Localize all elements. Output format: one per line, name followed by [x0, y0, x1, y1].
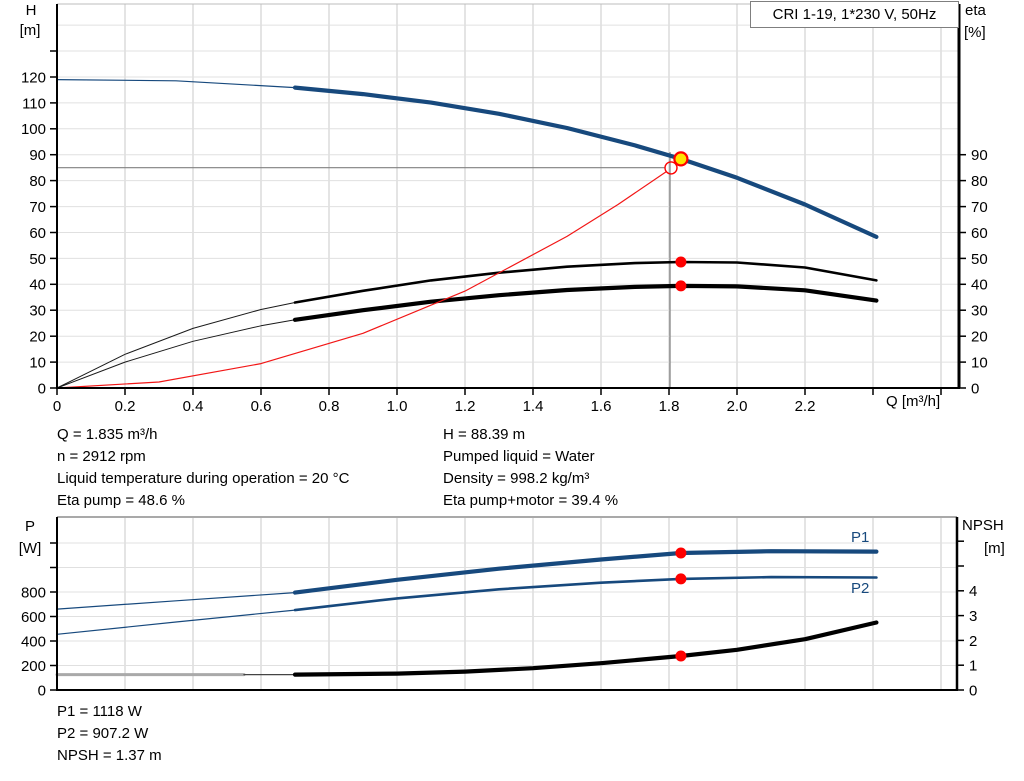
info-density: Density = 998.2 kg/m³: [443, 470, 590, 487]
p2-curve-label: P2: [851, 580, 870, 597]
hq-eta-chart: 0 10 20 30 40 50 60 70 80 90 100 110 120 0 10 20 30 40 50 6…: [21, 3, 988, 415]
tick-label: 80: [29, 173, 46, 190]
tick-label: 1.2: [455, 398, 476, 415]
info-eta-pump: Eta pump = 48.6 %: [57, 492, 185, 509]
tick-label: 800: [21, 584, 46, 601]
tick-label: 3: [969, 608, 977, 625]
system-curve: [56, 171, 667, 389]
tick-label: 0: [38, 682, 46, 699]
tick-label: 120: [21, 69, 46, 86]
info-p1: P1 = 1118 W: [57, 703, 142, 720]
info-p2: P2 = 907.2 W: [57, 725, 149, 742]
tick-label: 60: [29, 225, 46, 242]
info-liquid-temp: Liquid temperature during operation = 20…: [57, 470, 350, 487]
tick-label: 90: [29, 147, 46, 164]
tick-label: 0: [53, 398, 61, 415]
tick-label: 1.6: [591, 398, 612, 415]
power-npsh-chart: 0 200 400 600 800 0 1 2 3 4: [21, 516, 977, 699]
p2-curve-thin: [56, 609, 296, 635]
eta-pump-curve-thin: [56, 302, 296, 389]
tick-label: 0.4: [183, 398, 204, 415]
tick-label: 400: [21, 633, 46, 650]
npsh-point-marker: [675, 650, 687, 662]
tick-label: 40: [29, 277, 46, 294]
tick-label: 1.8: [659, 398, 680, 415]
p1-curve-thin: [56, 591, 296, 610]
pump-title: CRI 1-19, 1*230 V, 50Hz: [772, 6, 937, 23]
p2-curve: [293, 575, 878, 612]
tick-label: 0.2: [115, 398, 136, 415]
tick-label: 1: [969, 658, 977, 675]
eta-pump-motor-curve-thin: [56, 319, 296, 389]
tick-label: 200: [21, 658, 46, 675]
tick-label: 50: [29, 251, 46, 268]
eta-pump-curve: [293, 260, 878, 304]
p1-curve-label: P1: [851, 529, 870, 546]
duty-info-left: Q = 1.835 m³/h n = 2912 rpm Liquid tempe…: [57, 424, 349, 512]
tick-label: 80: [971, 173, 988, 190]
tick-label: 10: [29, 355, 46, 372]
p1-curve: [292, 549, 879, 595]
requested-duty-point-marker: [664, 161, 678, 175]
info-head: H = 88.39 m: [443, 426, 526, 443]
tick-label: 0.6: [251, 398, 272, 415]
tick-label: 0.8: [319, 398, 340, 415]
gridlines: [57, 4, 959, 388]
tick-label: 0: [969, 682, 977, 699]
tick-label: 70: [971, 199, 988, 216]
eta-pump-point-marker: [675, 256, 687, 268]
gridlines: [57, 517, 957, 690]
tick-label: 2.2: [795, 398, 816, 415]
npsh-axis-unit: [m]: [984, 540, 1005, 557]
tick-label: 100: [21, 121, 46, 138]
h-axis-label: H: [25, 2, 37, 19]
npsh-axis-label: NPSH: [962, 517, 1004, 534]
h-axis-unit: [m]: [19, 22, 41, 39]
eta-axis-label: eta: [965, 2, 986, 19]
tick-label: 20: [29, 329, 46, 346]
tick-label: 110: [22, 95, 46, 112]
eta-pump-motor-curve: [292, 283, 879, 322]
tick-label: 600: [21, 609, 46, 626]
p2-point-marker: [675, 573, 687, 585]
pump-curve: [292, 85, 879, 239]
p-axis-unit2: [W]: [18, 540, 42, 557]
eta-axis-unit: [%]: [964, 24, 986, 41]
tick-label: 2.0: [727, 398, 748, 415]
tick-label: 50: [971, 251, 988, 268]
tick-label: 60: [971, 225, 988, 242]
info-speed: n = 2912 rpm: [57, 448, 146, 465]
duty-point-marker: [673, 151, 689, 167]
pump-title-box: CRI 1-19, 1*230 V, 50Hz: [750, 1, 959, 28]
info-eta-pump-motor: Eta pump+motor = 39.4 %: [443, 492, 619, 509]
tick-label: 2: [969, 633, 977, 650]
tick-label: 30: [29, 303, 46, 320]
info-flow: Q = 1.835 m³/h: [57, 426, 158, 443]
eta-pump-motor-point-marker: [675, 280, 687, 292]
power-info: P1 = 1118 W P2 = 907.2 W NPSH = 1.37 m: [57, 701, 162, 767]
info-pumped-liquid: Pumped liquid = Water: [443, 448, 595, 465]
tick-label: 0: [38, 380, 46, 397]
npsh-curve: [292, 620, 879, 677]
tick-label: 40: [971, 277, 988, 294]
tick-label: 0: [971, 380, 979, 397]
info-npsh: NPSH = 1.37 m: [57, 747, 162, 764]
p-axis-label: P: [24, 518, 35, 535]
tick-label: 70: [29, 199, 46, 216]
tick-label: 90: [971, 147, 988, 164]
p1-point-marker: [675, 547, 687, 559]
pump-curve-thin: [56, 78, 296, 89]
tick-label: 20: [971, 329, 988, 346]
tick-label: 1.0: [387, 398, 408, 415]
tick-label: 4: [969, 583, 977, 600]
tick-label: 10: [971, 355, 988, 372]
tick-label: 30: [971, 303, 988, 320]
duty-info-right: H = 88.39 m Pumped liquid = Water Densit…: [443, 424, 618, 512]
tick-label: 1.4: [523, 398, 544, 415]
q-axis-label: Q [m³/h]: [886, 393, 941, 410]
